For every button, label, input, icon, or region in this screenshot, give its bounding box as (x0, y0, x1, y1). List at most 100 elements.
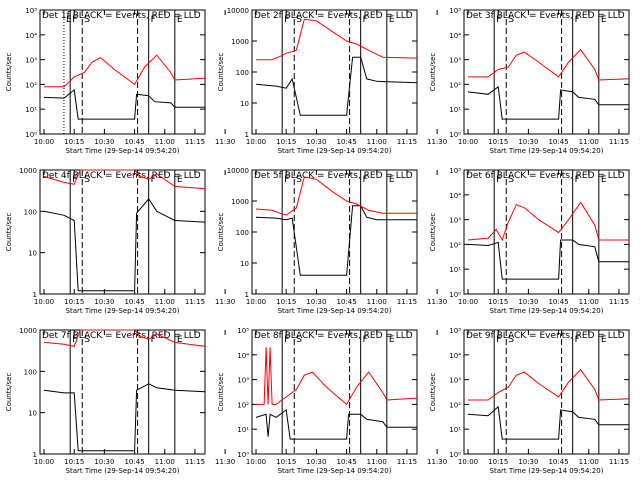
x-axis-label: Start Time (29-Sep-14 09:54:20) (278, 307, 392, 315)
marker-label: F (151, 175, 156, 185)
marker-label: S (508, 175, 514, 185)
y-tick-label: 10 (240, 260, 249, 268)
plot-frame (39, 9, 206, 135)
x-tick-label: 10:00 (34, 138, 54, 146)
x-tick-label: 10:00 (246, 138, 266, 146)
x-tick-label: 11:15 (397, 458, 417, 466)
marker-label: F (363, 15, 368, 25)
x-tick-label: 10:30 (94, 138, 114, 146)
panel-title: Det 2f BLACK = Events, RED = LLD (254, 11, 413, 21)
x-tick-label: 10:30 (518, 298, 538, 306)
marker-label: F (72, 175, 77, 185)
marker-label: S (84, 15, 90, 25)
y-tick-label: 1 (245, 131, 249, 139)
x-tick-label: 11:00 (367, 298, 387, 306)
x-tick-label: 10:30 (306, 138, 326, 146)
x-tick-label: 11:30 (215, 298, 235, 306)
x-tick-label: 10:00 (458, 298, 478, 306)
y-tick-label: 10⁵ (449, 167, 461, 175)
y-tick-label: 100 (236, 229, 249, 237)
y-tick-label: 10 (28, 250, 37, 258)
marker-label: E (601, 335, 607, 345)
y-axis-label: Counts/sec (5, 373, 13, 412)
x-tick-label: 10:45 (336, 298, 356, 306)
x-tick-label: 11:30 (427, 458, 447, 466)
y-axis-label: Counts/sec (5, 213, 13, 252)
marker-label: S (508, 335, 514, 345)
x-tick-label: 11:15 (609, 458, 629, 466)
y-tick-label: 1000 (19, 167, 37, 175)
x-tick-label: 11:00 (367, 138, 387, 146)
panel-title: Det 8f BLACK = Events, RED = LLD (254, 331, 413, 341)
plot-frame (463, 169, 630, 295)
x-tick-label: 10:30 (306, 458, 326, 466)
panel-8: Det 8f BLACK = Events, RED = LLD 10⁰ 10¹ 10… (217, 327, 447, 475)
y-tick-label: 10⁵ (449, 7, 461, 15)
y-tick-label: 10⁰ (237, 451, 249, 459)
y-tick-label: 10⁵ (25, 7, 37, 15)
plot-frame (463, 329, 630, 455)
y-axis-label: Counts/sec (5, 53, 13, 92)
y-tick-label: 10⁴ (25, 32, 37, 40)
series-lld-line (43, 169, 206, 190)
series-events-line (43, 198, 206, 292)
series-events-line (43, 88, 205, 120)
y-tick-label: 10⁴ (237, 352, 249, 360)
marker-label: E (66, 15, 72, 25)
y-tick-label: 10³ (449, 57, 461, 65)
x-tick-label: 11:00 (367, 458, 387, 466)
y-tick-label: 100 (24, 368, 37, 376)
marker-label: E (177, 175, 183, 185)
panel-9: Det 9f BLACK = Events, RED = LLD 10⁰ 10¹ 10… (429, 327, 640, 475)
x-axis-label: Start Time (29-Sep-14 09:54:20) (278, 147, 392, 155)
y-tick-label: 10¹ (449, 426, 461, 434)
plot-frame (39, 169, 206, 295)
x-tick-label: 10:45 (336, 458, 356, 466)
x-tick-label: 11:00 (579, 298, 599, 306)
marker-label: F (284, 335, 289, 345)
panel-title: Det 5f BLACK = Events, RED = LLD (254, 171, 413, 181)
marker-label: S (508, 15, 514, 25)
x-tick-label: 11:15 (185, 298, 205, 306)
y-tick-label: 10¹ (237, 426, 249, 434)
x-axis-label: Start Time (29-Sep-14 09:54:20) (66, 467, 180, 475)
y-tick-label: 10² (25, 81, 37, 89)
marker-label: S (296, 15, 302, 25)
x-tick-label: 11:30 (427, 138, 447, 146)
series-events-line (255, 56, 418, 116)
y-tick-label: 10³ (449, 217, 461, 225)
series-lld-line (468, 368, 630, 401)
marker-label: F (151, 335, 156, 345)
series-events-line (467, 239, 629, 280)
series-lld-line (467, 201, 629, 242)
x-tick-label: 10:00 (458, 458, 478, 466)
x-axis-label: Start Time (29-Sep-14 09:54:20) (66, 147, 180, 155)
series-lld-line (468, 48, 630, 81)
y-tick-label: 1 (33, 291, 37, 299)
y-tick-label: 10000 (227, 7, 249, 15)
y-tick-label: 10³ (25, 57, 37, 65)
plot-frame (39, 329, 206, 455)
x-tick-label: 10:15 (488, 458, 508, 466)
x-axis-label: Start Time (29-Sep-14 09:54:20) (490, 307, 604, 315)
series-lld-line (256, 18, 418, 61)
y-tick-label: 10¹ (449, 106, 461, 114)
x-tick-label: 11:30 (215, 138, 235, 146)
marker-label: S (84, 175, 90, 185)
panel-title: Det 7f BLACK = Events, RED = LLD (42, 331, 201, 341)
panel-title: Det 1f BLACK = Events, RED = LLD (42, 11, 201, 21)
x-tick-label: 10:15 (276, 458, 296, 466)
marker-label: F (575, 15, 580, 25)
y-tick-label: 1000 (19, 327, 37, 335)
panel-title: Det 9f BLACK = Events, RED = LLD (466, 331, 625, 341)
x-tick-label: 10:45 (124, 458, 144, 466)
x-tick-label: 10:30 (94, 458, 114, 466)
y-tick-label: 10¹ (25, 106, 37, 114)
x-axis-label: Start Time (29-Sep-14 09:54:20) (490, 147, 604, 155)
y-tick-label: 10² (449, 401, 461, 409)
x-tick-label: 10:30 (518, 138, 538, 146)
y-tick-label: 10 (240, 100, 249, 108)
panel-4: Det 4f BLACK = Events, RED = LLD 1 10 100 10… (5, 167, 235, 315)
panel-1: Det 1f BLACK = Events, RED = LLD 10⁰ 10¹ 10… (5, 7, 235, 155)
